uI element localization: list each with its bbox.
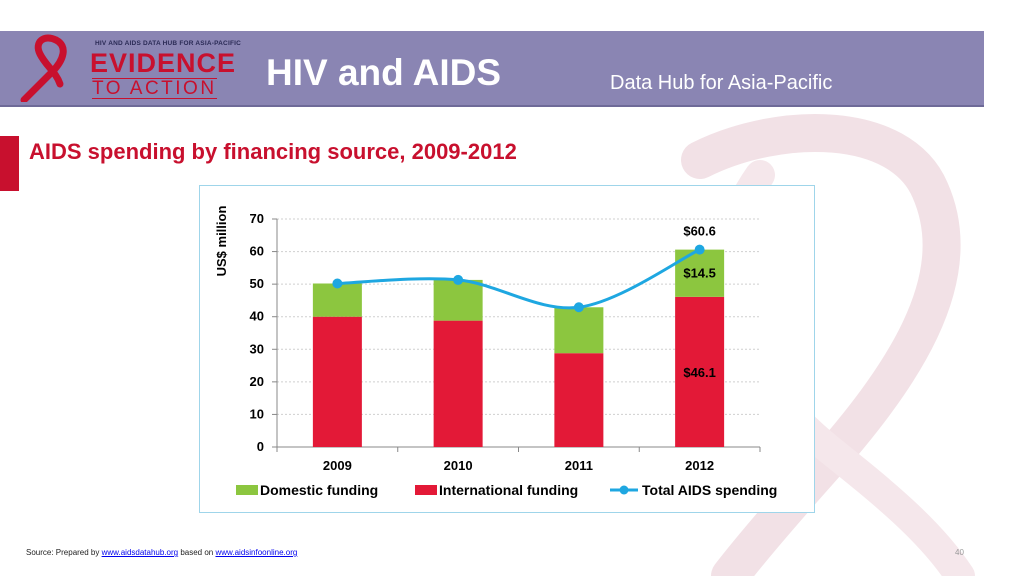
y-tick-label: 70 (250, 211, 264, 226)
y-tick-label: 60 (250, 244, 264, 259)
y-tick-label: 20 (250, 374, 264, 389)
chart-container: 0 10 20 30 40 50 60 70 US$ million 2009 2010 2011 20… (199, 185, 815, 513)
bar-domestic-funding (554, 307, 604, 354)
total-spending-line (337, 248, 701, 310)
stacked-bar-chart: 0 10 20 30 40 50 60 70 US$ million 2009 2010 2011 20… (214, 206, 777, 498)
legend-swatch (415, 485, 437, 495)
red-ribbon-icon (20, 34, 67, 102)
evidence-to-action-logo: HIV AND AIDS DATA HUB FOR ASIA-PACIFIC E… (20, 34, 248, 102)
x-tick-label: 2010 (444, 458, 473, 473)
legend-swatch-marker (619, 485, 629, 495)
footer-link-aidsdatahub[interactable]: www.aidsdatahub.org (101, 548, 179, 557)
legend-label: Domestic funding (260, 482, 378, 498)
footer-link-aidsinfoonline[interactable]: www.aidsinfoonline.org (215, 548, 298, 557)
total-spending-point (453, 274, 464, 285)
bar-international-funding (675, 296, 725, 447)
header-subtitle: Data Hub for Asia-Pacific (610, 72, 833, 94)
y-axis-label: US$ million (214, 206, 229, 277)
footer-prefix: Source: Prepared by (26, 548, 102, 557)
legend-label: International funding (439, 482, 578, 498)
page-number: 40 (955, 548, 964, 557)
logo-evidence-text: EVIDENCE (90, 48, 237, 78)
total-spending-point (332, 278, 343, 289)
y-tick-label: 30 (250, 341, 264, 356)
x-tick-label: 2012 (685, 458, 714, 473)
legend-swatch (236, 485, 258, 495)
legend-item: Total AIDS spending (610, 482, 777, 498)
footer-middle: based on (178, 548, 216, 557)
data-label: $60.6 (683, 224, 716, 239)
bar-international-funding (554, 353, 604, 447)
data-label: $46.1 (683, 365, 716, 380)
bar-international-funding (433, 320, 483, 447)
legend-item: International funding (415, 482, 578, 498)
header-banner: HIV AND AIDS DATA HUB FOR ASIA-PACIFIC E… (0, 31, 984, 107)
source-footer: Source: Prepared by www.aidsdatahub.org … (26, 548, 297, 557)
legend-label: Total AIDS spending (642, 482, 777, 498)
y-tick-label: 0 (257, 439, 264, 454)
data-label: $14.5 (683, 266, 716, 281)
title-accent-bar (0, 136, 19, 191)
y-tick-label: 10 (250, 406, 264, 421)
bar-domestic-funding (433, 279, 483, 321)
total-spending-point (694, 244, 705, 255)
logo-small-text: HIV AND AIDS DATA HUB FOR ASIA-PACIFIC (95, 40, 242, 47)
y-tick-label: 50 (250, 276, 264, 291)
legend-item: Domestic funding (236, 482, 378, 498)
x-tick-label: 2009 (323, 458, 352, 473)
total-spending-point (573, 302, 584, 313)
header-title: HIV and AIDS (266, 52, 502, 93)
bar-domestic-funding (312, 283, 362, 317)
x-tick-label: 2011 (565, 458, 593, 473)
logo-to-action-text: TO ACTION (92, 78, 217, 99)
bar-international-funding (312, 316, 362, 447)
slide-title: AIDS spending by financing source, 2009-… (29, 139, 517, 164)
y-tick-label: 40 (250, 309, 264, 324)
